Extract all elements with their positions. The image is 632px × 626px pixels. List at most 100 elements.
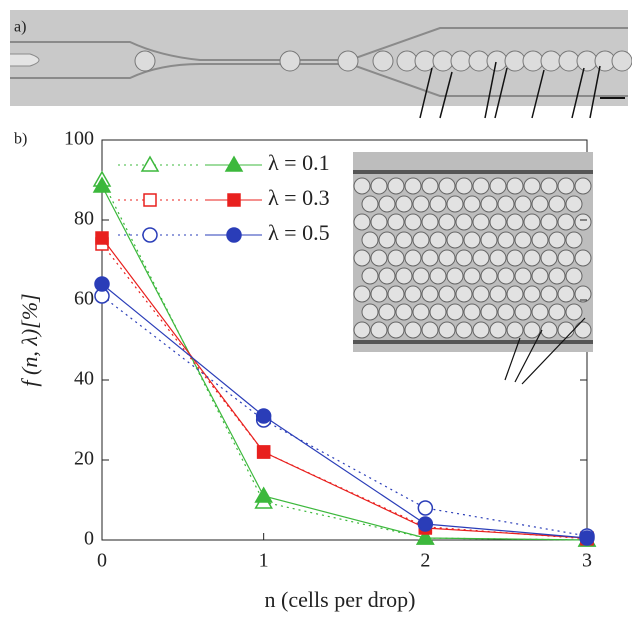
droplet (540, 285, 558, 303)
y-tick-label: 80 (74, 208, 94, 230)
droplet (353, 285, 371, 303)
inlet (10, 53, 40, 67)
droplet (446, 303, 464, 321)
droplet (531, 267, 549, 285)
droplet (378, 267, 396, 285)
droplet (486, 50, 508, 72)
droplet (523, 321, 541, 339)
droplet (506, 285, 524, 303)
droplet (540, 321, 558, 339)
channel-walls (10, 27, 628, 97)
panel-label: b) (14, 131, 27, 148)
droplet (472, 213, 490, 231)
droplet (412, 303, 430, 321)
droplet (446, 195, 464, 213)
droplet (540, 249, 558, 267)
droplet (404, 177, 422, 195)
arrow (521, 317, 586, 385)
x-tick-label: 1 (259, 550, 269, 572)
droplet (378, 231, 396, 249)
droplet (504, 50, 526, 72)
droplet (455, 249, 473, 267)
droplet (565, 303, 583, 321)
arrow (419, 67, 433, 119)
droplet (455, 321, 473, 339)
marker (143, 193, 157, 207)
arrow (589, 65, 601, 119)
y-tick-label: 20 (74, 448, 94, 470)
droplet (404, 213, 422, 231)
droplet (548, 195, 566, 213)
droplet (574, 249, 592, 267)
droplet (523, 285, 541, 303)
droplet (412, 195, 430, 213)
droplet (387, 249, 405, 267)
droplet (455, 177, 473, 195)
marker (94, 276, 110, 292)
droplet (489, 285, 507, 303)
droplet (514, 267, 532, 285)
marker (92, 176, 112, 193)
droplet (480, 267, 498, 285)
marker (254, 486, 273, 503)
droplet (540, 50, 562, 72)
droplet (531, 231, 549, 249)
droplet (565, 195, 583, 213)
droplet (279, 50, 301, 72)
x-tick-label: 2 (420, 550, 430, 572)
droplet (429, 267, 447, 285)
droplet (489, 321, 507, 339)
droplet (396, 50, 418, 72)
droplet (574, 285, 592, 303)
droplet (404, 321, 422, 339)
series-line (101, 295, 588, 537)
droplet (378, 195, 396, 213)
droplet (370, 249, 388, 267)
droplet (497, 303, 515, 321)
droplet (463, 303, 481, 321)
panel-label: a) (14, 19, 26, 36)
droplet (506, 177, 524, 195)
droplet (432, 50, 454, 72)
droplet (522, 50, 544, 72)
droplet (514, 195, 532, 213)
droplet (480, 195, 498, 213)
droplet (472, 177, 490, 195)
droplet (395, 267, 413, 285)
droplet (523, 213, 541, 231)
droplet (565, 267, 583, 285)
droplet (531, 303, 549, 321)
droplet (446, 231, 464, 249)
droplet (455, 213, 473, 231)
droplet (370, 177, 388, 195)
droplet (565, 231, 583, 249)
legend-label: λ = 0.5 (268, 220, 330, 245)
droplet (548, 267, 566, 285)
droplet (361, 231, 379, 249)
droplet (531, 195, 549, 213)
droplet (361, 267, 379, 285)
droplet (548, 231, 566, 249)
droplet (497, 267, 515, 285)
droplet (387, 177, 405, 195)
marker (224, 155, 244, 172)
marker (255, 408, 272, 424)
marker (417, 500, 434, 516)
droplet (463, 231, 481, 249)
marker (417, 516, 434, 532)
droplet (387, 213, 405, 231)
droplet (450, 50, 472, 72)
y-axis-label: f (n, λ)[%] (17, 293, 42, 386)
droplet (540, 177, 558, 195)
droplet (353, 177, 371, 195)
droplet (395, 231, 413, 249)
marker (142, 227, 158, 243)
droplet (557, 285, 575, 303)
droplet (472, 321, 490, 339)
droplet (480, 231, 498, 249)
arrow (494, 67, 508, 119)
droplet (472, 285, 490, 303)
droplet (557, 321, 575, 339)
droplet (361, 303, 379, 321)
